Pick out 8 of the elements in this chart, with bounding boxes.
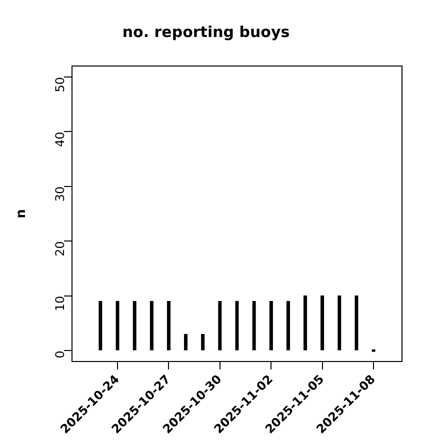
y-tick-label: 20 xyxy=(53,241,68,256)
y-tick-label: 10 xyxy=(53,296,68,312)
y-tick-label: 40 xyxy=(53,132,68,147)
y-tick-label: 0 xyxy=(53,350,68,358)
y-tick-label: 30 xyxy=(53,186,68,202)
y-axis-title: n xyxy=(14,209,30,218)
chart-title: no. reporting buoys xyxy=(122,22,290,41)
y-tick-label: 50 xyxy=(53,76,68,92)
